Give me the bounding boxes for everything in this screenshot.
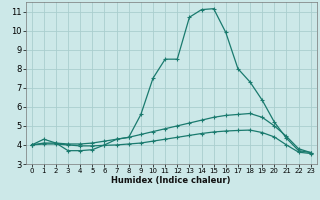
X-axis label: Humidex (Indice chaleur): Humidex (Indice chaleur) [111, 176, 231, 185]
